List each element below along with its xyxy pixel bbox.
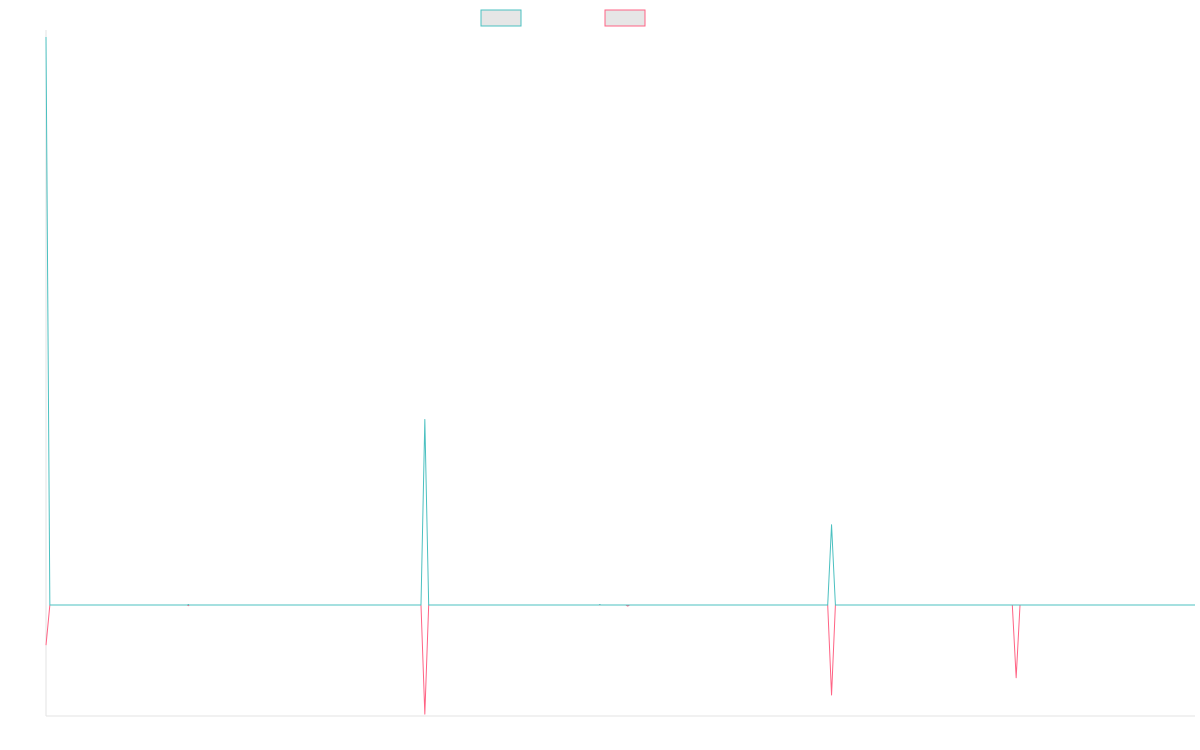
legend <box>480 9 646 27</box>
legend-swatch-series-1[interactable] <box>480 9 522 27</box>
legend-swatch-series-2[interactable] <box>604 9 646 27</box>
axes <box>45 30 1195 717</box>
series-layer <box>45 36 1195 715</box>
series-line-1 <box>45 36 1195 606</box>
series-line-2 <box>45 604 1195 715</box>
